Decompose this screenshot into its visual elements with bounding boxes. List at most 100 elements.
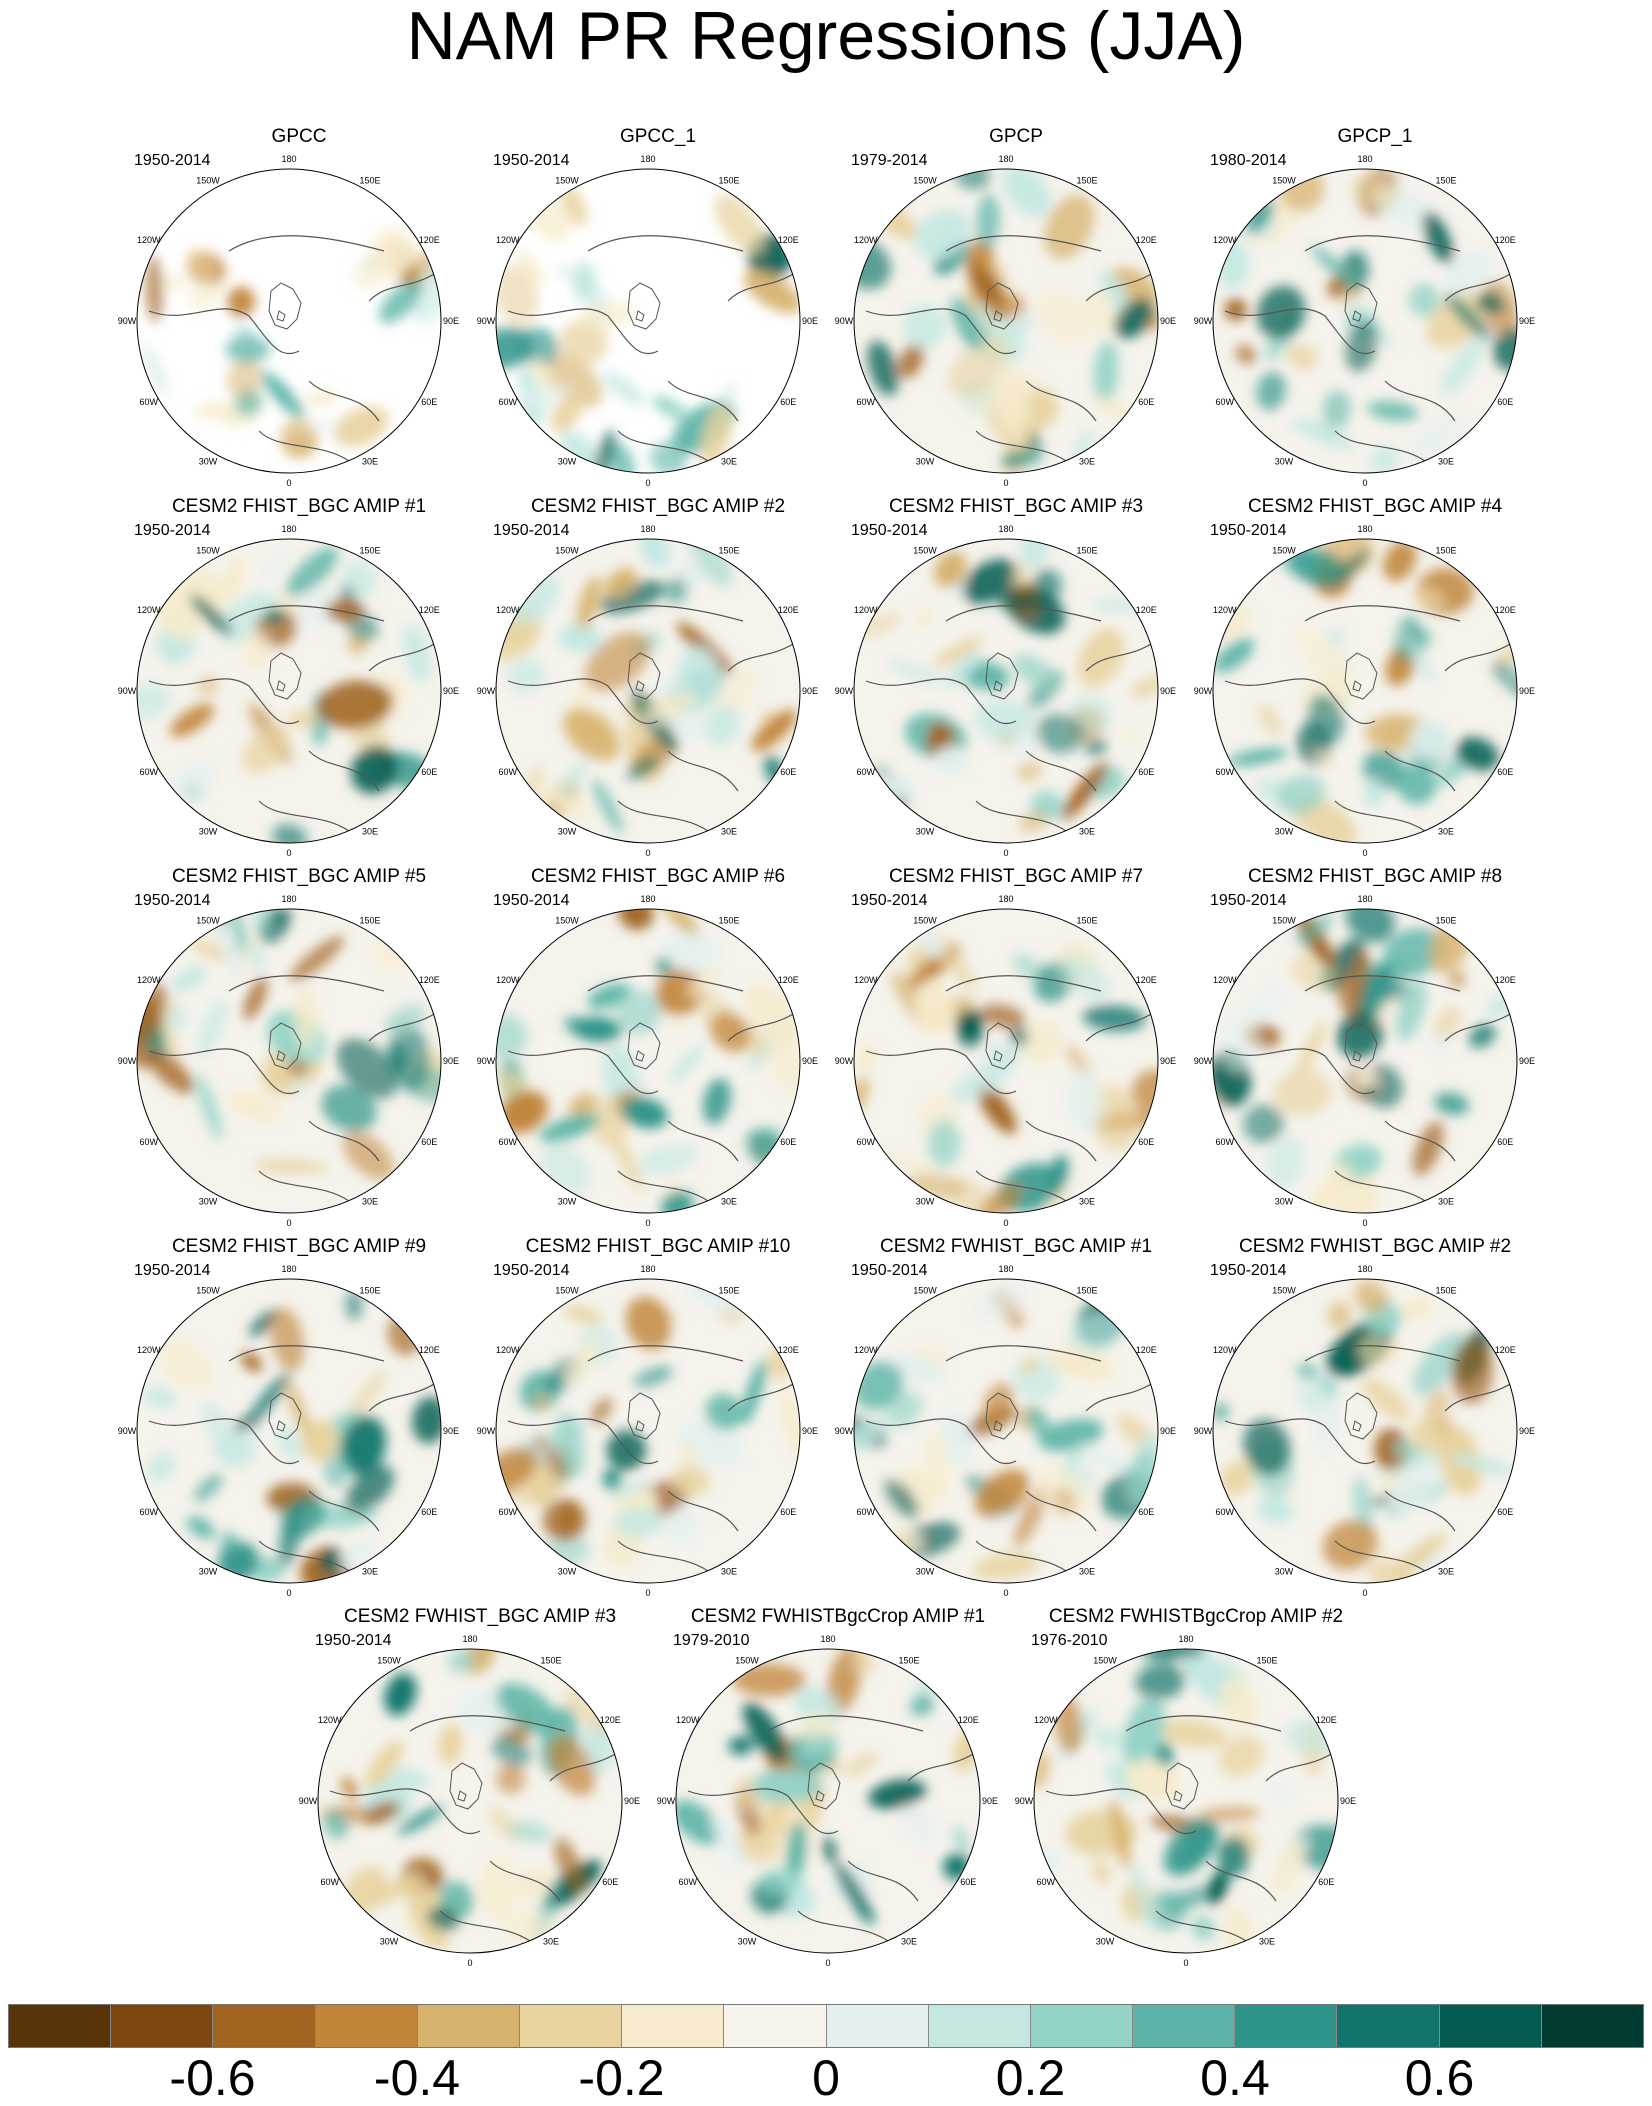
longitude-label: 0 xyxy=(1362,1218,1367,1228)
map-panel: CESM2 FHIST_BGC AMIP #9 1950-2014 180 150E 1… xyxy=(118,1236,464,1598)
greenland-outline xyxy=(268,652,302,700)
colorbar-label: 0 xyxy=(812,2050,840,2106)
polar-map: 180 150E 120E 90E 60E 30E 0 30W 60W 90W 120W 150W xyxy=(477,154,818,488)
longitude-label: 0 xyxy=(1362,848,1367,858)
longitude-label: 30W xyxy=(738,1936,757,1946)
longitude-label: 90W xyxy=(477,1426,496,1436)
longitude-label: 30W xyxy=(380,1936,399,1946)
longitude-label: 90E xyxy=(443,686,459,696)
greenland-outline xyxy=(1344,652,1378,700)
longitude-label: 150E xyxy=(718,916,739,926)
longitude-label: 60W xyxy=(1215,767,1234,777)
longitude-label: 150W xyxy=(555,1286,579,1296)
longitude-label: 90E xyxy=(624,1796,640,1806)
panel-title: CESM2 FWHISTBgcCrop AMIP #2 xyxy=(1048,1606,1344,1627)
longitude-label: 180 xyxy=(462,1634,477,1644)
polar-map: 180 150E 120E 90E 60E 30E 0 30W 60W 90W 120W 150W xyxy=(299,1634,640,1968)
longitude-label: 120W xyxy=(137,235,161,245)
longitude-label: 90W xyxy=(657,1796,676,1806)
longitude-label: 150W xyxy=(913,546,937,556)
greenland-outline xyxy=(1344,1392,1378,1440)
longitude-label: 60W xyxy=(1215,1137,1234,1147)
colorbar-swatch xyxy=(724,2005,827,2047)
polar-map: 180 150E 120E 90E 60E 30E 0 30W 60W 90W 120W 150W xyxy=(835,154,1176,488)
map-boundary xyxy=(853,168,1159,474)
longitude-label: 180 xyxy=(998,524,1013,534)
greenland-outline xyxy=(268,1392,302,1440)
longitude-label: 0 xyxy=(286,1218,291,1228)
greenland-outline xyxy=(807,1762,841,1810)
longitude-label: 90W xyxy=(1194,1426,1213,1436)
longitude-label: 150E xyxy=(359,546,380,556)
colorbar-swatch xyxy=(213,2005,316,2047)
longitude-label: 30E xyxy=(362,456,378,466)
longitude-label: 150W xyxy=(913,1286,937,1296)
longitude-label: 120E xyxy=(419,235,440,245)
longitude-label: 30E xyxy=(362,826,378,836)
longitude-label: 0 xyxy=(1362,1588,1367,1598)
map-boundary xyxy=(495,908,801,1214)
map-panel: CESM2 FHIST_BGC AMIP #4 1950-2014 180 150E 1… xyxy=(1194,496,1540,858)
coastline xyxy=(1224,975,1516,1202)
longitude-label: 180 xyxy=(640,154,655,164)
longitude-label: 120W xyxy=(854,1345,878,1355)
longitude-label: 30W xyxy=(199,456,218,466)
longitude-label: 120E xyxy=(1136,605,1157,615)
polar-map: 180 150E 120E 90E 60E 30E 0 30W 60W 90W 120W 150W xyxy=(118,894,459,1228)
coastline xyxy=(507,235,799,462)
colorbar-swatch xyxy=(1133,2005,1236,2047)
longitude-label: 0 xyxy=(286,1588,291,1598)
longitude-label: 30E xyxy=(721,826,737,836)
longitude-label: 30W xyxy=(199,1196,218,1206)
map-boundary xyxy=(1212,1278,1518,1584)
longitude-label: 180 xyxy=(640,524,655,534)
panel-years: 1950-2014 xyxy=(1210,892,1287,909)
longitude-label: 60E xyxy=(421,397,437,407)
longitude-label: 0 xyxy=(286,848,291,858)
map-panel: CESM2 FHIST_BGC AMIP #1 1950-2014 180 150E 1… xyxy=(118,496,464,858)
longitude-label: 0 xyxy=(645,1218,650,1228)
panel-years: 1979-2014 xyxy=(851,152,928,169)
longitude-label: 60W xyxy=(498,1507,517,1517)
longitude-label: 60W xyxy=(856,1137,875,1147)
greenland-outline xyxy=(627,652,661,700)
colorbar-swatch xyxy=(519,2005,623,2047)
longitude-label: 90E xyxy=(982,1796,998,1806)
greenland-outline xyxy=(985,282,1019,330)
colorbar-swatch xyxy=(9,2005,112,2047)
longitude-label: 30E xyxy=(721,456,737,466)
longitude-label: 120W xyxy=(137,1345,161,1355)
longitude-label: 0 xyxy=(1183,1958,1188,1968)
map-boundary xyxy=(136,1278,442,1584)
longitude-label: 120E xyxy=(1136,235,1157,245)
longitude-label: 30E xyxy=(362,1566,378,1576)
polar-map: 180 150E 120E 90E 60E 30E 0 30W 60W 90W 120W 150W xyxy=(118,524,459,858)
panel-title: GPCC xyxy=(271,126,327,147)
longitude-label: 90W xyxy=(1194,686,1213,696)
map-panel: CESM2 FHIST_BGC AMIP #6 1950-2014 180 150E 1… xyxy=(477,866,823,1228)
polar-map: 180 150E 120E 90E 60E 30E 0 30W 60W 90W 120W 150W xyxy=(118,1264,459,1598)
longitude-label: 30W xyxy=(1275,456,1294,466)
longitude-label: 120E xyxy=(419,605,440,615)
map-boundary xyxy=(317,1648,623,1954)
polar-map: 180 150E 120E 90E 60E 30E 0 30W 60W 90W 120W 150W xyxy=(1194,154,1535,488)
map-boundary xyxy=(853,538,1159,844)
longitude-label: 150W xyxy=(555,916,579,926)
map-panel: CESM2 FWHIST_BGC AMIP #2 1950-2014 180 150E… xyxy=(1194,1236,1540,1598)
longitude-label: 150W xyxy=(555,176,579,186)
longitude-label: 120E xyxy=(778,1345,799,1355)
colorbar-label: -0.2 xyxy=(578,2050,665,2106)
longitude-label: 30E xyxy=(1079,456,1095,466)
longitude-label: 0 xyxy=(1003,478,1008,488)
panel-years: 1950-2014 xyxy=(315,1632,392,1649)
longitude-label: 120W xyxy=(854,235,878,245)
panel-years: 1950-2014 xyxy=(134,892,211,909)
longitude-label: 60E xyxy=(1497,397,1513,407)
panel-years: 1976-2010 xyxy=(1031,1632,1108,1649)
longitude-label: 30W xyxy=(558,456,577,466)
longitude-label: 180 xyxy=(1357,154,1372,164)
longitude-label: 60W xyxy=(139,397,158,407)
longitude-label: 150E xyxy=(1435,1286,1456,1296)
longitude-label: 30W xyxy=(558,826,577,836)
longitude-label: 120E xyxy=(600,1715,621,1725)
